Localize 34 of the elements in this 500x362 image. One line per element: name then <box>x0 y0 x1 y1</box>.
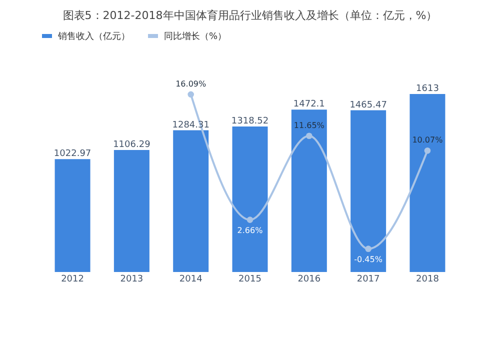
bar <box>114 150 150 272</box>
x-tick-label: 2015 <box>238 274 262 284</box>
x-tick-label: 2014 <box>179 274 203 284</box>
x-tick-label: 2013 <box>120 274 144 284</box>
data-label: 10.07% <box>412 136 444 145</box>
data-label: 11.65% <box>294 120 325 130</box>
bar <box>291 110 327 272</box>
data-label: 1284.31 <box>172 120 210 130</box>
chart-title: 图表5：2012-2018年中国体育用品行业销售收入及增长（单位：亿元，%） <box>62 9 438 22</box>
data-label: 2.66% <box>237 226 264 235</box>
data-label: 16.09% <box>176 79 206 88</box>
point <box>424 147 431 154</box>
bar <box>232 126 268 272</box>
point <box>246 216 254 223</box>
x-tick-label: 2016 <box>298 274 321 284</box>
bar <box>54 159 90 272</box>
data-label: 1022.97 <box>54 149 92 160</box>
x-tick-label: 2017 <box>356 274 380 284</box>
data-label: 1106.29 <box>113 140 151 150</box>
data-label: -0.45% <box>354 254 383 264</box>
bar <box>350 110 386 272</box>
bar <box>173 130 209 272</box>
x-tick-label: 2018 <box>416 274 440 284</box>
point <box>365 246 372 252</box>
data-label: 1613 <box>416 84 439 94</box>
data-label: 1472.1 <box>293 100 325 110</box>
point <box>188 91 194 98</box>
data-label: 1318.52 <box>231 116 269 127</box>
legend-label: 同比增长（%） <box>164 31 227 42</box>
data-label: 1465.47 <box>350 100 387 110</box>
bar <box>410 94 446 272</box>
point <box>306 132 312 140</box>
legend-label: 销售收入（亿元） <box>57 31 130 42</box>
x-tick-label: 2012 <box>61 274 84 284</box>
